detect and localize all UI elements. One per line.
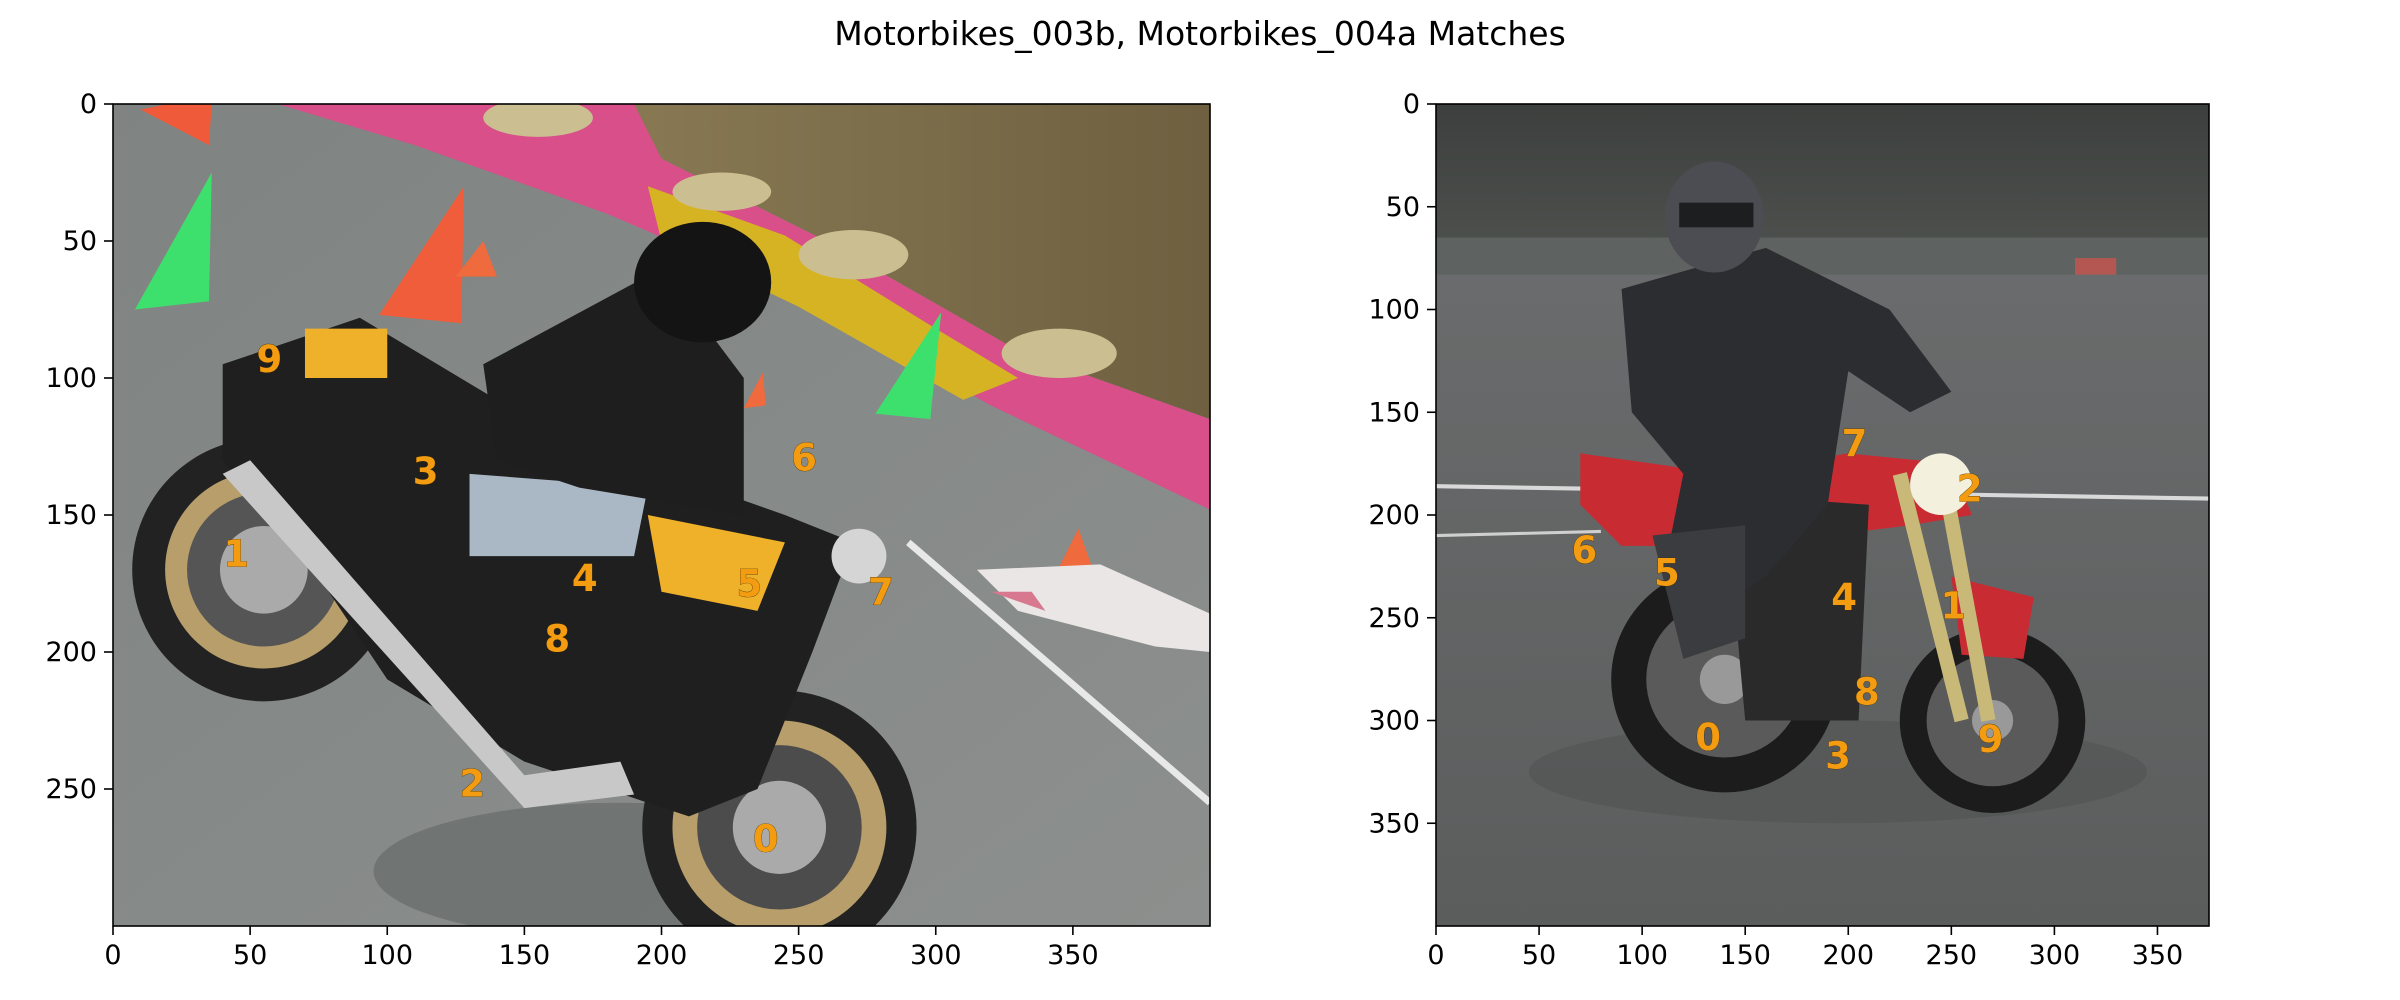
x-tick-label: 350 bbox=[1047, 940, 1099, 971]
keypoint-label-4: 4 bbox=[572, 557, 598, 600]
x-tick-label: 100 bbox=[361, 940, 413, 971]
y-tick-label: 200 bbox=[1368, 500, 1420, 531]
x-tick-label: 0 bbox=[1427, 940, 1444, 971]
keypoint-label-9: 9 bbox=[1978, 718, 2004, 761]
left-panel: 0 50 100 150 200 250 300 350 0 50 100 150 200 250 0 1 2… bbox=[45, 89, 1210, 971]
y-tick-label: 100 bbox=[45, 363, 97, 394]
x-tick-label: 350 bbox=[2132, 940, 2184, 971]
keypoint-label-9: 9 bbox=[256, 338, 282, 381]
y-tick-label: 350 bbox=[1368, 808, 1420, 839]
keypoint-label-7: 7 bbox=[868, 571, 894, 614]
photo-motorbikes-003b bbox=[113, 99, 1210, 965]
keypoint-label-1: 1 bbox=[1941, 584, 1967, 627]
y-tick-label: 150 bbox=[1368, 397, 1420, 428]
keypoint-label-4: 4 bbox=[1831, 576, 1857, 619]
keypoint-label-8: 8 bbox=[1854, 671, 1880, 714]
y-tick-label: 0 bbox=[1403, 89, 1420, 120]
y-tick-label: 200 bbox=[45, 637, 97, 668]
keypoint-label-0: 0 bbox=[1695, 716, 1721, 759]
y-tick-label: 0 bbox=[80, 89, 97, 120]
keypoint-label-5: 5 bbox=[736, 563, 762, 606]
y-tick-label: 250 bbox=[45, 774, 97, 805]
keypoint-label-2: 2 bbox=[459, 763, 485, 806]
keypoint-label-5: 5 bbox=[1654, 552, 1680, 595]
keypoint-label-3: 3 bbox=[413, 450, 439, 493]
x-tick-label: 250 bbox=[1926, 940, 1978, 971]
keypoint-label-6: 6 bbox=[791, 436, 817, 479]
keypoint-label-1: 1 bbox=[224, 532, 250, 575]
y-tick-label: 300 bbox=[1368, 706, 1420, 737]
x-tick-label: 250 bbox=[773, 940, 825, 971]
x-tick-label: 200 bbox=[1822, 940, 1874, 971]
y-tick-label: 100 bbox=[1368, 295, 1420, 326]
keypoint-label-0: 0 bbox=[753, 817, 779, 860]
x-tick-label: 100 bbox=[1616, 940, 1668, 971]
x-tick-label: 0 bbox=[104, 940, 121, 971]
y-tick-label: 50 bbox=[1386, 192, 1420, 223]
keypoint-label-2: 2 bbox=[1957, 467, 1983, 510]
keypoint-label-6: 6 bbox=[1572, 529, 1598, 572]
x-tick-label: 150 bbox=[1719, 940, 1771, 971]
keypoint-label-3: 3 bbox=[1825, 734, 1851, 777]
keypoint-label-7: 7 bbox=[1842, 422, 1868, 465]
x-tick-label: 150 bbox=[499, 940, 551, 971]
y-tick-label: 50 bbox=[63, 226, 97, 257]
x-tick-label: 50 bbox=[233, 940, 267, 971]
x-tick-label: 300 bbox=[910, 940, 962, 971]
photo-motorbikes-004a bbox=[1436, 104, 2209, 926]
right-panel: 0 50 100 150 200 250 300 3500501001502002503003… bbox=[1368, 89, 2209, 971]
x-tick-label: 300 bbox=[2029, 940, 2081, 971]
y-tick-label: 150 bbox=[45, 500, 97, 531]
x-tick-label: 200 bbox=[636, 940, 688, 971]
keypoint-label-8: 8 bbox=[544, 617, 570, 660]
y-tick-label: 250 bbox=[1368, 603, 1420, 634]
x-tick-label: 50 bbox=[1522, 940, 1556, 971]
